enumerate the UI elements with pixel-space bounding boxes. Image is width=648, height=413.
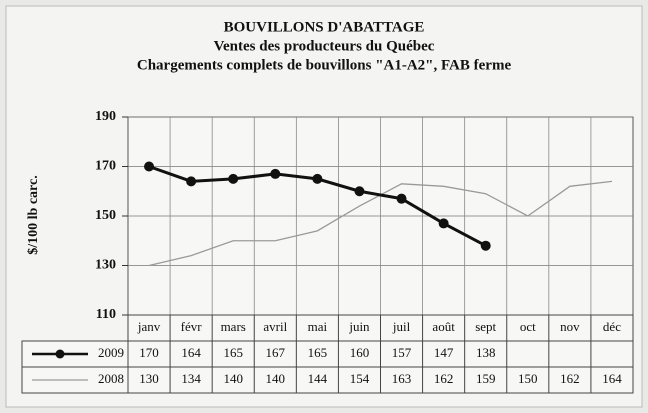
data-point [312, 173, 323, 184]
data-point [270, 168, 281, 179]
x-tick-label: nov [560, 319, 580, 334]
y-axis-label: $/100 lb carc. [26, 175, 41, 254]
table-value: 140 [223, 371, 243, 386]
x-tick-label: mars [221, 319, 246, 334]
legend-label: 2009 [98, 345, 124, 360]
table-value: 130 [139, 371, 159, 386]
y-tick-label: 190 [95, 109, 116, 124]
y-tick-label: 150 [95, 208, 116, 223]
table-value: 162 [560, 371, 580, 386]
x-tick-label: sept [475, 319, 496, 334]
table-value: 160 [350, 345, 370, 360]
data-point [144, 161, 155, 172]
data-point [186, 176, 197, 187]
x-tick-label: août [432, 319, 455, 334]
data-point [396, 193, 407, 204]
data-point [228, 173, 239, 184]
table-value: 154 [350, 371, 370, 386]
x-tick-label: févr [181, 319, 203, 334]
y-tick-label: 170 [95, 159, 116, 174]
y-tick-label: 110 [96, 307, 116, 322]
table-value: 167 [266, 345, 286, 360]
x-tick-label: oct [520, 319, 536, 334]
table-value: 170 [139, 345, 159, 360]
table-value: 165 [223, 345, 243, 360]
chart-title: BOUVILLONS D'ABATTAGE [224, 19, 425, 35]
legend-marker [55, 349, 65, 359]
table-value: 162 [434, 371, 454, 386]
x-tick-label: avril [263, 319, 287, 334]
y-tick-label: 130 [95, 258, 116, 273]
table-value: 164 [602, 371, 622, 386]
table-value: 140 [266, 371, 286, 386]
table-value: 138 [476, 345, 496, 360]
legend-label: 2008 [98, 371, 124, 386]
chart-subtitle: Chargements complets de bouvillons "A1-A… [137, 57, 512, 73]
data-point [480, 240, 491, 251]
x-tick-label: janv [137, 319, 161, 334]
x-tick-label: mai [308, 319, 328, 334]
table-value: 159 [476, 371, 496, 386]
x-tick-label: déc [603, 319, 621, 334]
x-tick-label: juil [392, 319, 411, 334]
data-point [354, 186, 365, 197]
table-value: 163 [392, 371, 412, 386]
x-tick-label: juin [348, 319, 370, 334]
table-value: 144 [308, 371, 328, 386]
chart-subtitle: Ventes des producteurs du Québec [214, 38, 435, 54]
table-value: 164 [181, 345, 201, 360]
table-value: 165 [308, 345, 328, 360]
table-value: 147 [434, 345, 454, 360]
table-value: 150 [518, 371, 538, 386]
table-value: 134 [181, 371, 201, 386]
data-point [438, 218, 449, 229]
table-value: 157 [392, 345, 412, 360]
